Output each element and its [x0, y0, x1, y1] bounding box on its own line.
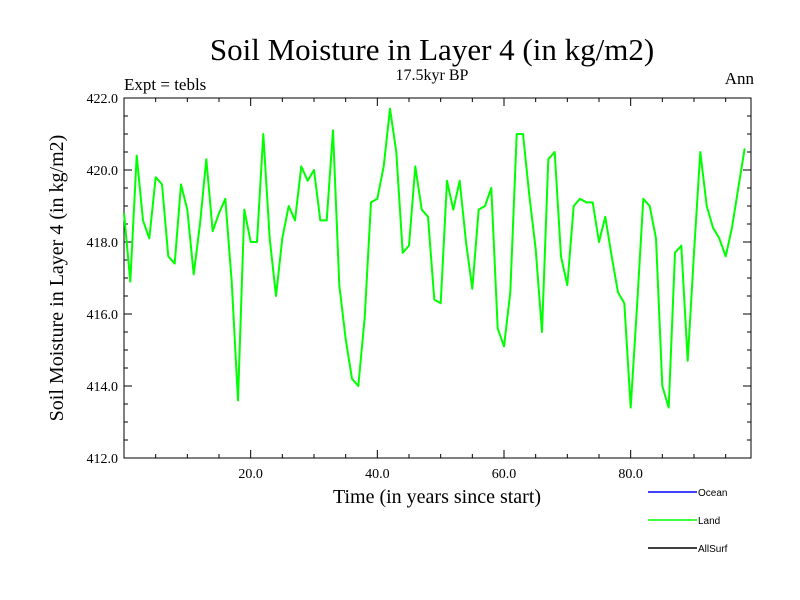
x-tick-label: 20.0: [238, 467, 263, 482]
legend: Ocean Land AllSurf: [648, 488, 728, 555]
legend-label-ocean: Ocean: [698, 488, 727, 499]
y-tick-label: 420.0: [87, 164, 119, 179]
y-tick-label: 416.0: [87, 308, 119, 323]
x-tick-label: 80.0: [618, 467, 643, 482]
season-label: Ann: [725, 69, 755, 88]
y-tick-label: 412.0: [87, 452, 119, 467]
x-tick-label: 40.0: [365, 467, 390, 482]
experiment-label: Expt = tebls: [124, 75, 206, 94]
legend-label-land: Land: [698, 516, 720, 527]
y-tick-label: 418.0: [87, 236, 119, 251]
y-tick-label: 422.0: [87, 92, 119, 107]
y-axis: 412.0 414.0 416.0 418.0 420.0 422.0: [87, 92, 751, 467]
y-axis-label: Soil Moisture in Layer 4 (in kg/m2): [46, 135, 68, 422]
series-layer: [123, 107, 746, 409]
x-axis: 20.0 40.0 60.0 80.0: [155, 98, 727, 482]
chart-title: Soil Moisture in Layer 4 (in kg/m2): [210, 32, 654, 67]
chart-subtitle: 17.5kyr BP: [396, 67, 469, 84]
x-tick-label: 60.0: [492, 467, 517, 482]
legend-label-allsurf: AllSurf: [698, 544, 728, 555]
series-line-land: [123, 107, 746, 409]
x-axis-label: Time (in years since start): [333, 486, 541, 508]
y-tick-label: 414.0: [87, 380, 119, 395]
